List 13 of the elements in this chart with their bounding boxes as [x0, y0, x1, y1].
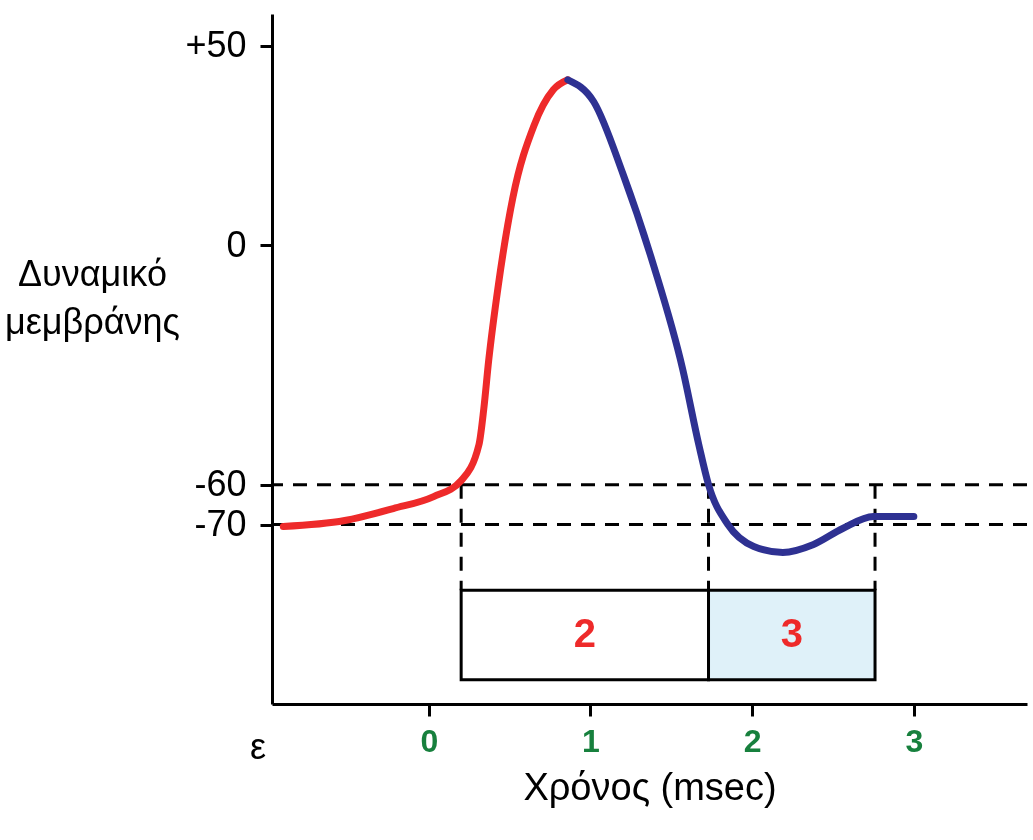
x-tick-label: 0 [420, 722, 439, 759]
x-tick-label: 1 [582, 722, 600, 759]
band-label: 3 [780, 611, 803, 655]
y-tick-label: +50 [185, 24, 247, 66]
x-tick-label: 2 [743, 722, 762, 759]
y-tick-label: -70 [194, 503, 247, 545]
x-axis-title: Χρόνος (msec) [523, 765, 777, 808]
x-tick-label: 3 [905, 722, 924, 759]
y-axis-title: Δυναμικό μεμβράνης [5, 252, 180, 342]
text: ε [249, 726, 267, 767]
band-label: 2 [573, 611, 596, 655]
y-tick-label: -60 [194, 463, 247, 505]
y-tick-label: 0 [226, 223, 247, 265]
